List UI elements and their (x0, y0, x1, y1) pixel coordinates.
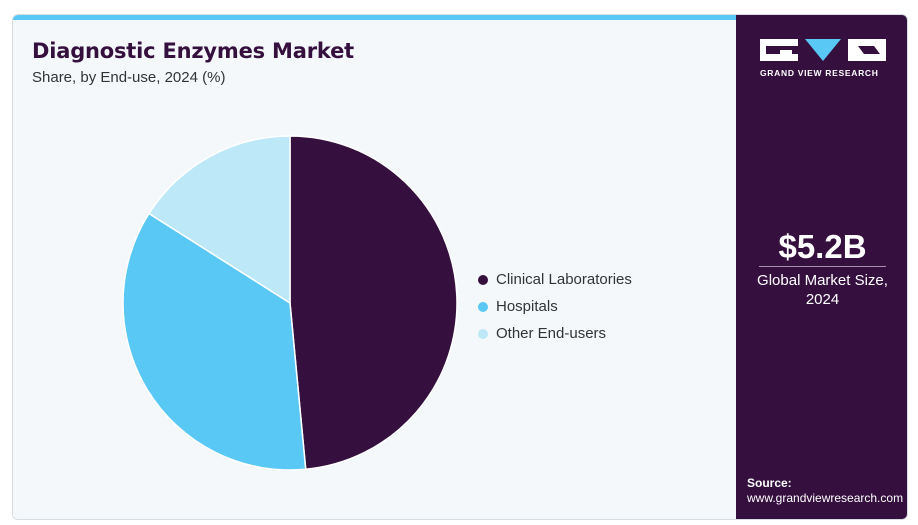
legend-item-other-end-users: Other End-users (478, 320, 632, 347)
legend-item-hospitals: Hospitals (478, 293, 632, 320)
info-sidebar: GRAND VIEW RESEARCH $5.2B Global Market … (736, 15, 907, 519)
accent-bar (13, 15, 736, 20)
logo-v-icon (804, 39, 842, 61)
legend-item-clinical-laboratories: Clinical Laboratories (478, 266, 632, 293)
logo-mark (760, 39, 886, 63)
grand-view-research-logo: GRAND VIEW RESEARCH (760, 39, 886, 78)
source-link[interactable]: www.grandviewresearch.com (747, 491, 904, 505)
pie-chart (122, 135, 458, 471)
legend-swatch (478, 328, 488, 339)
pie-slice-hospitals (122, 212, 307, 471)
logo-text: GRAND VIEW RESEARCH (760, 68, 879, 78)
chart-card: Diagnostic Enzymes Market Share, by End-… (12, 14, 908, 520)
market-size-value: $5.2B (778, 228, 867, 265)
market-size-label: Global Market Size, 2024 (757, 272, 888, 308)
chart-panel: Diagnostic Enzymes Market Share, by End-… (13, 15, 736, 519)
chart-legend: Clinical Laboratories Hospitals Other En… (478, 266, 632, 347)
logo-g-icon (760, 39, 798, 61)
legend-label: Other End-users (496, 325, 607, 342)
legend-swatch (478, 274, 488, 285)
legend-label: Hospitals (496, 298, 558, 315)
chart-subtitle: Share, by End-use, 2024 (%) (32, 69, 226, 86)
logo-r-icon (848, 39, 886, 61)
legend-swatch (478, 301, 488, 312)
chart-title: Diagnostic Enzymes Market (32, 39, 354, 63)
legend-label: Clinical Laboratories (496, 271, 632, 288)
source-label: Source: (747, 476, 792, 490)
pie-slice-other-end-users (147, 135, 291, 305)
stat-divider (759, 266, 886, 267)
pie-slice-clinical-laboratories (289, 135, 458, 471)
